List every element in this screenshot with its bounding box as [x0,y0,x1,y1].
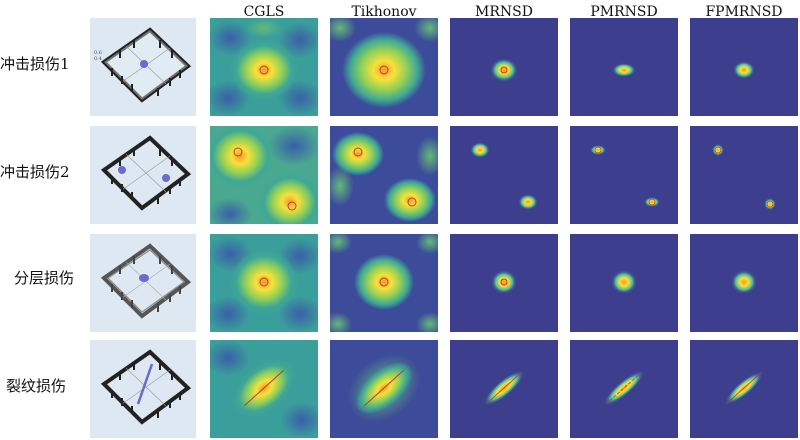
map-mrnsd-impact-1 [450,18,558,116]
map-pmrnsd-delamination [570,234,678,332]
map-fpmrnsd-crack [690,340,798,438]
map-tikhonov-crack [330,340,438,438]
map-mrnsd-delamination [450,234,558,332]
map-cgls-impact-2 [210,126,318,224]
map-mrnsd-crack [450,340,558,438]
svg-text:0.4: 0.4 [94,56,102,62]
column-header-cgls: CGLS [243,4,285,20]
map-cgls-impact-1 [210,18,318,116]
row-label-impact-1: 冲击损伤1 [0,55,70,73]
map-pmrnsd-impact-2 [570,126,678,224]
model-image-crack [90,340,196,438]
column-header-pmrnsd: PMRNSD [590,4,658,20]
map-tikhonov-impact-1 [330,18,438,116]
map-cgls-crack [210,340,318,438]
column-header-tikhonov: Tikhonov [351,4,417,20]
map-tikhonov-impact-2 [330,126,438,224]
map-tikhonov-delamination [330,234,438,332]
map-pmrnsd-impact-1 [570,18,678,116]
column-header-mrnsd: MRNSD [475,4,533,20]
model-image-impact-2 [90,126,196,224]
row-label-crack: 裂纹损伤 [6,377,67,395]
map-fpmrnsd-impact-1 [690,18,798,116]
row-label-delamination: 分层损伤 [14,269,75,287]
map-fpmrnsd-delamination [690,234,798,332]
model-image-impact-1: 0.6 0.4 [90,18,196,116]
model-image-delamination [90,234,196,332]
svg-text:0.6: 0.6 [94,50,102,56]
row-label-impact-2: 冲击损伤2 [0,163,70,181]
map-fpmrnsd-impact-2 [690,126,798,224]
column-header-fpmrnsd: FPMRNSD [705,4,783,20]
map-mrnsd-impact-2 [450,126,558,224]
map-cgls-delamination [210,234,318,332]
map-pmrnsd-crack [570,340,678,438]
